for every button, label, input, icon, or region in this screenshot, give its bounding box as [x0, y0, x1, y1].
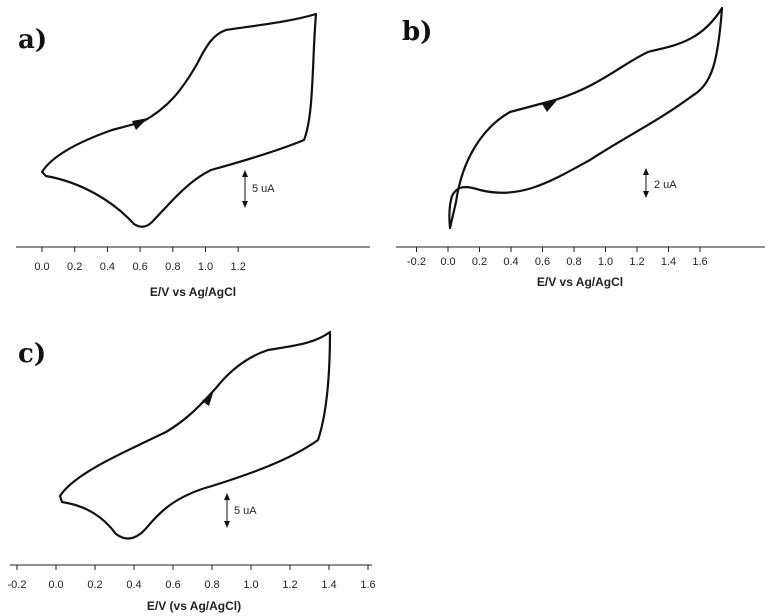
panel-c-cv-curve [58, 330, 332, 540]
panel-a-scale-head-up [242, 170, 248, 177]
panel-b-x-tick-label: 0.2 [472, 256, 487, 268]
panel-a-cv-curve [40, 12, 318, 228]
panel-a-scale-label: 5 uA [252, 183, 275, 195]
panel-c-x-tick-label: 0.2 [87, 579, 102, 591]
panel-c-x-axis-title: E/V (vs Ag/AgCl) [147, 599, 241, 613]
panel-b-label: b) [402, 17, 432, 47]
panel-a-x-ticks: 0.0 0.2 0.4 0.6 0.8 1.0 1.2 [34, 247, 246, 273]
panel-b-cv-curve [448, 6, 724, 230]
panel-b-x-tick-label: 1.0 [598, 256, 613, 268]
panel-b-x-tick-label: 1.2 [629, 256, 644, 268]
panel-c-x-ticks: -0.2 0.0 0.2 0.4 0.6 0.8 1.0 1.2 1.4 1.6 [8, 565, 376, 591]
panel-c-x-tick-label: 1.6 [360, 579, 375, 591]
panel-b-x-axis-title: E/V vs Ag/AgCl [537, 275, 623, 289]
panel-c-x-tick-label: 1.0 [243, 579, 258, 591]
panel-b-scan-direction-arrow [542, 99, 558, 112]
panel-b-x-tick-label: 0.4 [503, 256, 518, 268]
panel-b-x-tick-label: 1.4 [661, 256, 676, 268]
panel-c-x-tick-label: 0.6 [165, 579, 180, 591]
panel-b-x-tick-label: 0.0 [440, 256, 455, 268]
panel-c-scale-head-down [224, 521, 230, 528]
panel-b-x-tick-label: 0.8 [566, 256, 581, 268]
panel-b-x-ticks: -0.2 0.0 0.2 0.4 0.6 0.8 1.0 1.2 1.4 1.6 [407, 247, 708, 268]
panel-c-scale-label: 5 uA [234, 505, 257, 517]
panel-c-x-tick-label: 0.0 [48, 579, 63, 591]
panel-a-x-tick-label: 1.2 [231, 261, 246, 273]
panel-c-label: c) [18, 339, 46, 369]
panel-c-x-tick-label: 1.4 [321, 579, 336, 591]
panel-b: b) 2 uA -0.2 0.0 0.2 0.4 0.6 0.8 1.0 1.2 1.4 1.6 … [396, 6, 765, 289]
panel-a-x-tick-label: 0.0 [34, 261, 49, 273]
panel-a-x-tick-label: 0.6 [132, 261, 147, 273]
panel-a-label: a) [18, 25, 47, 55]
panel-b-scale-head-up [643, 168, 649, 175]
panel-a: a) 5 uA 0.0 0.2 0.4 0.6 0.8 1.0 1.2 E/V vs Ag/… [16, 12, 370, 299]
panel-a-x-tick-label: 0.2 [67, 261, 82, 273]
panel-c-scale-head-up [224, 493, 230, 500]
panel-b-x-tick-label: 0.6 [535, 256, 550, 268]
panel-a-x-axis-title: E/V vs Ag/AgCl [150, 285, 236, 299]
panel-b-x-tick-label: -0.2 [407, 256, 426, 268]
panel-b-scale-head-down [643, 191, 649, 198]
panel-b-x-tick-label: 1.6 [692, 256, 707, 268]
panel-c-x-tick-label: -0.2 [8, 579, 27, 591]
panel-a-x-tick-label: 0.4 [100, 261, 115, 273]
panel-b-scale-label: 2 uA [654, 179, 677, 191]
panel-c-x-tick-label: 0.4 [126, 579, 141, 591]
panel-c: c) 5 uA -0.2 0.0 0.2 0.4 0.6 0.8 1.0 1.2 1.4 1.6 … [8, 330, 376, 613]
panel-a-scan-direction-arrow [132, 118, 148, 130]
panel-a-x-tick-label: 1.0 [198, 261, 213, 273]
panel-a-x-tick-label: 0.8 [165, 261, 180, 273]
panel-c-x-tick-label: 0.8 [204, 579, 219, 591]
panel-c-x-tick-label: 1.2 [282, 579, 297, 591]
panel-a-scale-head-down [242, 201, 248, 208]
panel-c-scan-direction-arrow [202, 390, 214, 406]
